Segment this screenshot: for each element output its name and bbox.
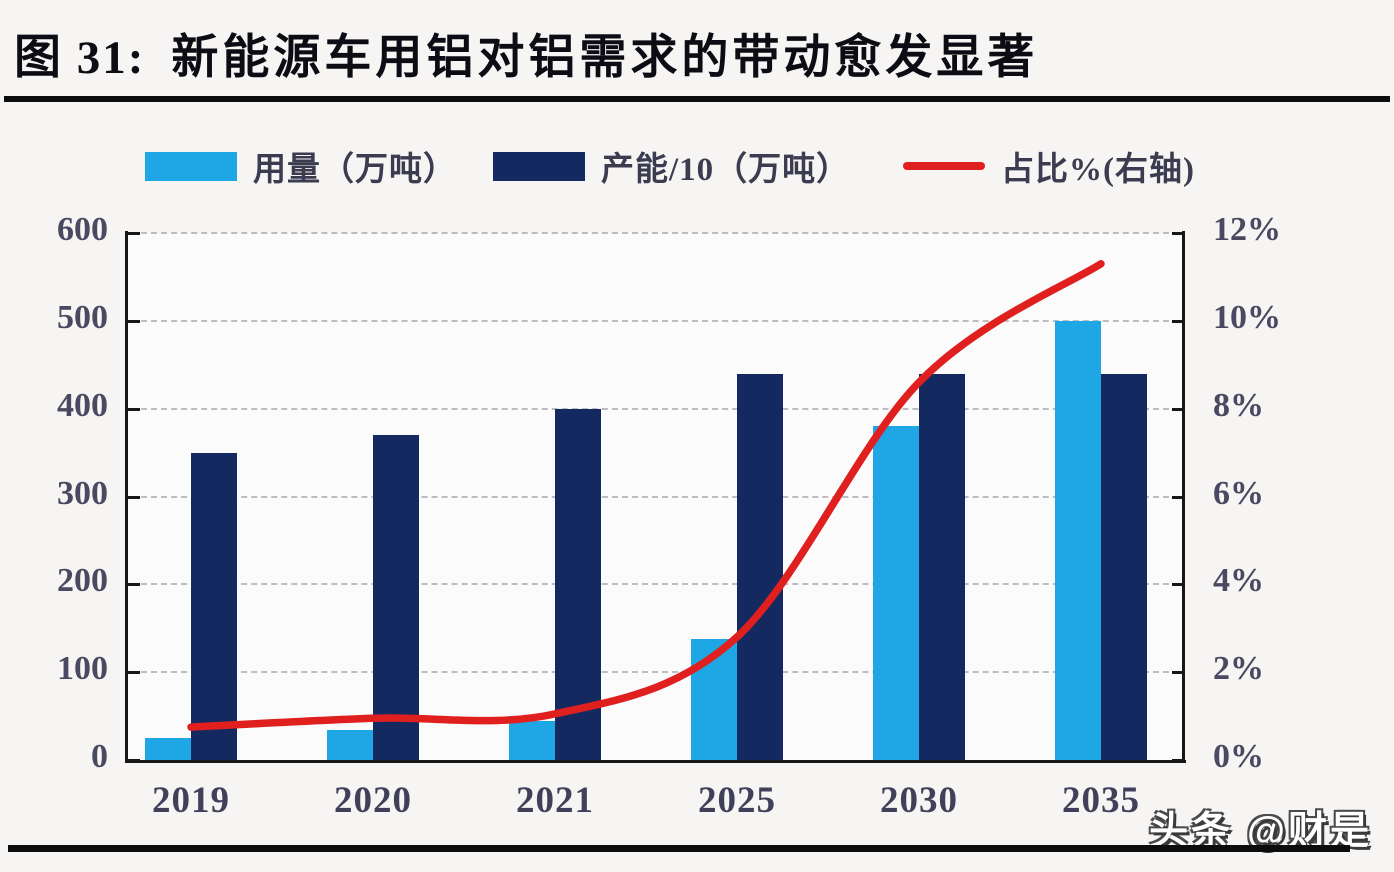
x-axis-label: 2030 xyxy=(880,780,958,821)
right-axis-tick-label: 12% xyxy=(1213,211,1281,248)
left-axis-tick xyxy=(128,671,140,675)
bar-capacity-2021 xyxy=(555,408,601,760)
bar-usage-2025 xyxy=(691,638,737,760)
bar-usage-2021 xyxy=(509,721,555,760)
horizontal-gridline xyxy=(141,319,1179,322)
left-axis-tick-label: 500 xyxy=(57,298,108,336)
x-axis-label: 2025 xyxy=(698,780,776,821)
legend-label: 占比%(右轴) xyxy=(1001,152,1195,188)
title-divider-rule xyxy=(4,96,1390,102)
left-axis xyxy=(125,231,128,763)
horizontal-gridline xyxy=(141,495,1179,498)
bar-capacity-2030 xyxy=(919,373,965,760)
left-axis-tick xyxy=(128,583,140,587)
x-axis-label: 2021 xyxy=(516,780,594,821)
figure-number: 图 31: xyxy=(14,32,146,84)
figure-header: 图 31: 新能源车用铝对铝需求的带动愈发显著 xyxy=(14,18,1384,87)
right-axis-tick xyxy=(1172,759,1184,762)
left-axis-tick xyxy=(128,232,140,235)
right-axis-tick-label: 2% xyxy=(1213,650,1264,688)
right-axis-tick xyxy=(1172,583,1184,587)
footer-divider-rule xyxy=(8,845,1350,852)
legend-item-usage: 用量（万吨） xyxy=(145,136,457,196)
usage-bar-swatch xyxy=(145,151,237,181)
left-axis-tick xyxy=(128,759,140,762)
left-axis-tick-label: 100 xyxy=(57,650,108,688)
right-axis-tick xyxy=(1172,232,1184,235)
ratio-line-swatch xyxy=(903,162,985,170)
legend-item-capacity: 产能/10（万吨） xyxy=(493,136,850,196)
capacity-bar-swatch xyxy=(493,151,585,181)
left-axis-tick-label: 200 xyxy=(57,562,108,600)
horizontal-gridline xyxy=(141,232,1179,234)
right-axis-tick xyxy=(1172,407,1184,411)
right-axis-tick xyxy=(1172,671,1184,675)
chart-legend: 用量（万吨） 产能/10（万吨） 占比%(右轴) xyxy=(0,136,1394,196)
bar-capacity-2025 xyxy=(737,373,783,760)
x-axis-label: 2019 xyxy=(152,780,230,821)
bar-capacity-2019 xyxy=(191,452,237,760)
bar-capacity-2020 xyxy=(373,435,419,760)
legend-label: 产能/10（万吨） xyxy=(601,152,851,188)
horizontal-gridline xyxy=(141,583,1179,586)
right-axis-tick xyxy=(1172,319,1184,323)
right-axis-tick-label: 6% xyxy=(1213,474,1264,512)
figure-title: 新能源车用铝对铝需求的带动愈发显著 xyxy=(171,32,1039,84)
right-axis-tick-label: 0% xyxy=(1213,738,1264,775)
bar-usage-2030 xyxy=(873,426,919,760)
bar-capacity-2035 xyxy=(1101,373,1147,760)
right-axis-tick-label: 4% xyxy=(1213,562,1264,600)
x-axis xyxy=(125,760,1186,763)
left-axis-tick xyxy=(128,407,140,411)
left-axis-tick-label: 600 xyxy=(57,211,108,248)
right-axis-tick-label: 10% xyxy=(1213,298,1281,336)
x-axis-label: 2035 xyxy=(1062,780,1140,821)
bar-usage-2035 xyxy=(1055,320,1101,760)
legend-label: 用量（万吨） xyxy=(253,152,457,188)
bar-usage-2020 xyxy=(327,730,373,760)
left-axis-tick xyxy=(128,319,140,323)
left-axis-tick-label: 400 xyxy=(57,386,108,424)
bar-usage-2019 xyxy=(145,738,191,760)
legend-item-ratio: 占比%(右轴) xyxy=(903,136,1195,196)
left-axis-tick xyxy=(128,495,140,499)
horizontal-gridline xyxy=(141,407,1179,410)
horizontal-gridline xyxy=(141,671,1179,674)
left-axis-tick-label: 0 xyxy=(91,738,108,775)
x-axis-label: 2020 xyxy=(334,780,412,821)
right-axis-tick-label: 8% xyxy=(1213,386,1264,424)
left-axis-tick-label: 300 xyxy=(57,474,108,512)
right-axis-tick xyxy=(1172,495,1184,499)
